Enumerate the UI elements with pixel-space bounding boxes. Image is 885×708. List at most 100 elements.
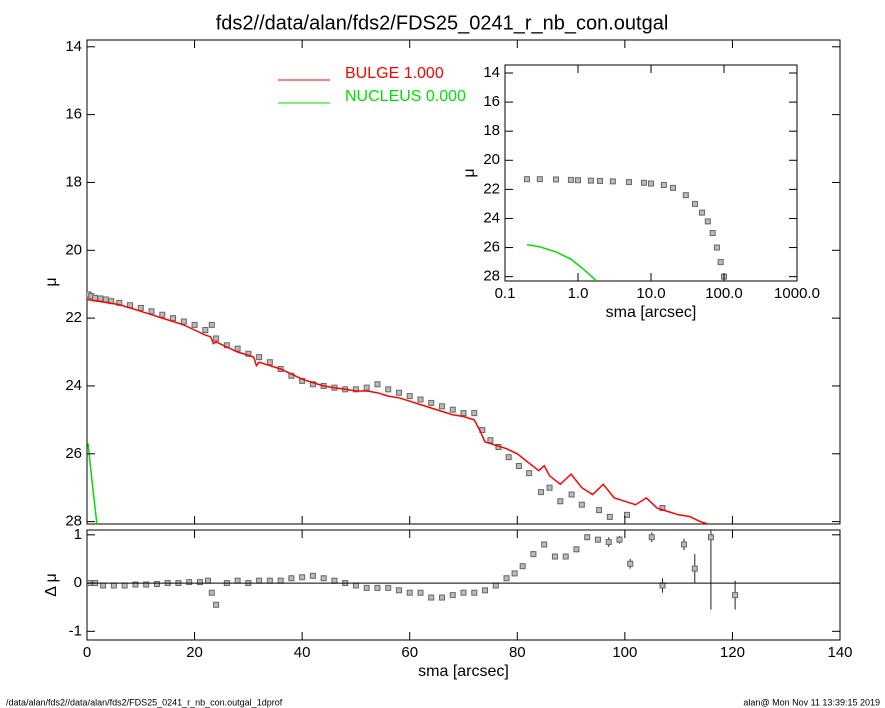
data-point (92, 294, 99, 301)
data-point (626, 179, 633, 186)
data-point (526, 470, 533, 477)
data-point (624, 511, 631, 518)
data-point (648, 534, 655, 541)
series-line (87, 443, 98, 524)
x-tick-label: 0.1 (495, 285, 516, 302)
data-point (320, 575, 327, 582)
y-axis-label: μ (43, 277, 60, 286)
data-point (102, 296, 109, 303)
y-tick-label: 22 (483, 180, 500, 197)
data-point (121, 582, 128, 589)
x-tick-label: 60 (401, 644, 418, 661)
data-point (153, 581, 160, 588)
data-point (606, 513, 613, 520)
data-point (605, 539, 612, 546)
data-point (616, 536, 623, 543)
plot-area (87, 291, 711, 524)
data-point (331, 577, 338, 584)
data-point (567, 176, 574, 183)
data-point (352, 386, 359, 393)
data-point (503, 575, 510, 582)
data-point (449, 592, 456, 599)
data-point (515, 463, 522, 470)
data-point (288, 575, 295, 582)
data-point (584, 534, 591, 541)
data-point (682, 192, 689, 199)
x-tick-label: 0 (83, 644, 91, 661)
data-point (699, 209, 706, 216)
x-tick-label: 1.0 (568, 285, 589, 302)
y-tick-label: 28 (483, 268, 500, 285)
data-point (557, 498, 564, 505)
data-point (170, 315, 177, 322)
data-point (132, 581, 139, 588)
data-point (438, 403, 445, 410)
x-tick-label: 40 (294, 644, 311, 661)
x-tick-label: 80 (509, 644, 526, 661)
data-point (492, 582, 499, 589)
data-point (537, 489, 544, 496)
data-point (669, 184, 676, 191)
data-point (266, 577, 273, 584)
data-point (691, 565, 698, 572)
data-point (363, 584, 370, 591)
data-point (428, 594, 435, 601)
data-point (213, 335, 220, 342)
data-point (202, 326, 209, 333)
series-line (526, 243, 598, 281)
x-tick-label: 100 (612, 644, 637, 661)
data-point (417, 396, 424, 403)
y-tick-label: 14 (65, 38, 82, 55)
data-point (573, 546, 580, 553)
y-tick-label: 16 (65, 106, 82, 123)
y-tick-label: 18 (65, 173, 82, 190)
data-point (110, 582, 117, 589)
data-point (709, 230, 716, 236)
data-point (609, 178, 616, 185)
data-point (562, 553, 569, 560)
data-point (449, 406, 456, 413)
data-point (519, 563, 526, 570)
data-point (505, 454, 512, 461)
data-point (191, 321, 198, 328)
data-point (374, 381, 381, 388)
data-point (309, 381, 316, 388)
footer-left: /data/alan/fds2//data/alan/fds2/FDS25_02… (6, 697, 283, 707)
y-axis-label: Δ μ (43, 573, 60, 596)
title: fds2//data/alan/fds2/FDS25_0241_r_nb_con… (216, 12, 669, 34)
data-point (578, 501, 585, 508)
y-axis-label: μ (461, 168, 478, 177)
data-point (299, 574, 306, 581)
data-point (213, 601, 220, 608)
plot-area (523, 176, 727, 281)
data-point (553, 176, 560, 183)
data-point (148, 308, 155, 315)
data-point (363, 384, 370, 391)
data-point (575, 177, 581, 184)
data-point (100, 582, 107, 589)
data-point (208, 589, 215, 596)
data-point (309, 572, 316, 579)
data-point (594, 536, 601, 543)
data-point (352, 582, 359, 589)
data-point (406, 589, 413, 596)
data-point (546, 484, 553, 491)
y-tick-label: 18 (483, 122, 500, 139)
data-point (196, 579, 203, 586)
x-tick-label: 140 (827, 644, 852, 661)
data-point (732, 592, 739, 599)
data-point (627, 560, 634, 567)
data-point (234, 345, 241, 352)
data-point (541, 541, 548, 548)
plot-frame (86, 39, 841, 525)
y-tick-label: -1 (69, 622, 82, 639)
data-point (299, 377, 306, 384)
data-point (511, 570, 518, 577)
data-point (395, 389, 402, 396)
data-point (205, 577, 212, 584)
data-point (438, 594, 445, 601)
y-tick-label: 24 (65, 377, 82, 394)
x-tick-label: 100.0 (705, 285, 743, 302)
data-point (159, 311, 166, 318)
